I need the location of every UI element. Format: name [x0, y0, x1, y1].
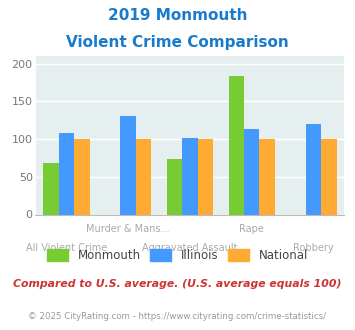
- Bar: [182, 138, 198, 214]
- Bar: [229, 77, 244, 215]
- Text: 2019 Monmouth: 2019 Monmouth: [108, 8, 247, 23]
- Bar: [198, 139, 213, 214]
- Bar: [306, 124, 321, 214]
- Bar: [74, 139, 89, 214]
- Bar: [260, 139, 275, 214]
- Bar: [43, 163, 59, 214]
- Bar: [136, 139, 151, 214]
- Bar: [244, 129, 260, 214]
- Text: Rape: Rape: [239, 224, 264, 234]
- Text: Violent Crime Comparison: Violent Crime Comparison: [66, 35, 289, 50]
- Text: Aggravated Assault: Aggravated Assault: [142, 243, 238, 252]
- Text: Murder & Mans...: Murder & Mans...: [86, 224, 170, 234]
- Bar: [120, 116, 136, 214]
- Text: Robbery: Robbery: [293, 243, 334, 252]
- Text: All Violent Crime: All Violent Crime: [26, 243, 107, 252]
- Bar: [321, 139, 337, 214]
- Text: © 2025 CityRating.com - https://www.cityrating.com/crime-statistics/: © 2025 CityRating.com - https://www.city…: [28, 312, 327, 321]
- Bar: [167, 159, 182, 214]
- Legend: Monmouth, Illinois, National: Monmouth, Illinois, National: [43, 245, 312, 265]
- Text: Compared to U.S. average. (U.S. average equals 100): Compared to U.S. average. (U.S. average …: [13, 279, 342, 289]
- Bar: [59, 133, 74, 214]
